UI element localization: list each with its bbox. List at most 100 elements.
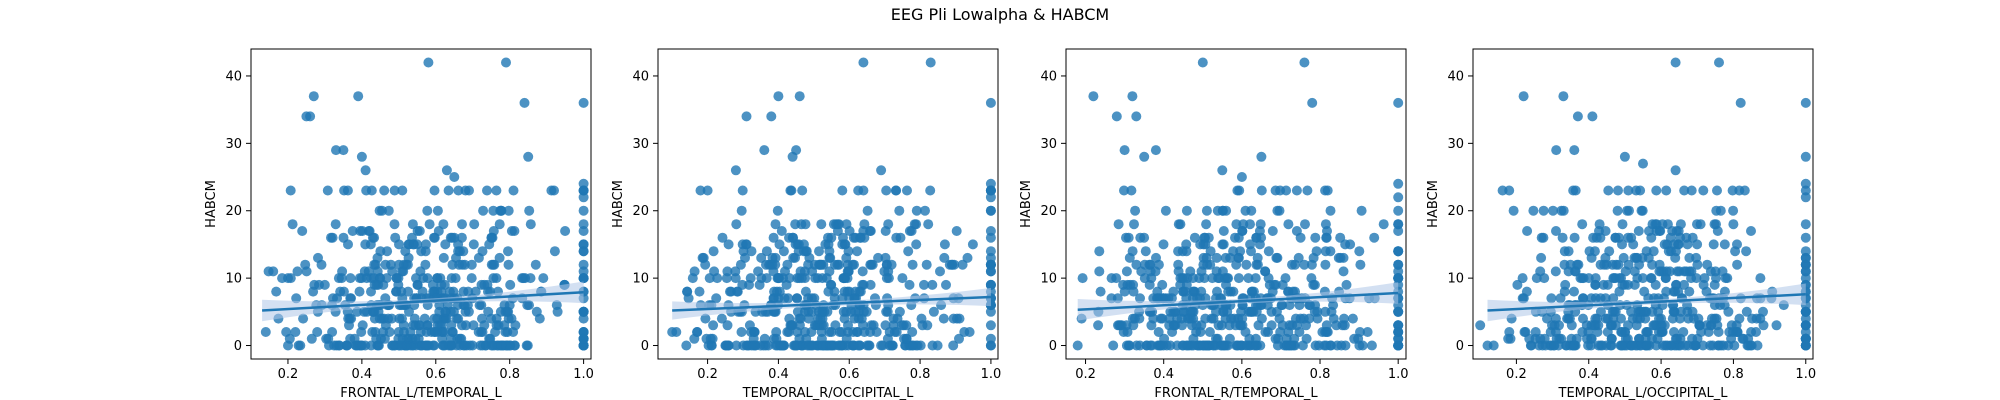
scatter-point [1684,286,1695,297]
scatter-point [1264,279,1275,290]
scatter-point [759,145,770,156]
scatter-point [365,239,376,250]
scatter-point [1642,340,1653,351]
scatter-point [876,165,887,176]
scatter-point [1189,232,1200,243]
scatter-point [985,252,996,263]
scatter-point [520,273,531,284]
scatter-point [465,340,475,351]
scatter-point [1286,340,1297,351]
scatter-point [1218,239,1229,250]
scatter-point [390,232,401,243]
scatter-point [429,313,440,324]
scatter-point [1678,327,1689,337]
scatter-point [360,165,371,176]
scatter-point [1335,232,1346,243]
scatter-point [1168,320,1179,331]
scatter-point [1267,226,1278,236]
scatter-point [1221,205,1232,216]
scatter-point [379,185,390,196]
scatter-point [386,313,397,324]
scatter-point [1246,205,1257,216]
scatter-point [578,192,589,203]
scatter-point [689,266,700,277]
scatter-point [440,327,450,337]
scatter-point [1741,246,1752,257]
scatter-point [1230,320,1241,331]
scatter-point [1675,219,1686,230]
scatter-point [1608,293,1619,304]
scatter-point [1518,293,1529,304]
scatter-point [1131,111,1142,122]
scatter-point [889,327,900,337]
scatter-point [1320,259,1331,270]
scatter-point [475,340,486,351]
scatter-point [1300,219,1310,230]
scatter-point [291,293,302,304]
scatter-point [283,340,293,351]
scatter-point [922,320,933,331]
plot-area [260,57,589,351]
scatter-point [985,266,996,277]
regression-line [1487,293,1806,312]
scatter-point [1698,340,1708,351]
scatter-point [770,219,781,230]
scatter-point [335,286,346,297]
scatter-point [441,165,452,176]
scatter-point [1299,259,1310,270]
scatter-point [459,300,470,311]
scatter-point [816,327,827,337]
scatter-point [837,185,848,196]
scatter-point [948,340,959,351]
scatter-point [297,226,308,236]
scatter-point [1661,286,1672,297]
scatter-point [859,327,870,337]
scatter-point [494,252,505,263]
scatter-point [396,340,407,351]
scatter-point [1146,340,1157,351]
scatter-point [787,320,798,331]
scatter-point [1570,266,1581,277]
scatter-point [911,239,922,250]
scatter-point [1331,320,1342,331]
scatter-point [578,333,589,344]
scatter-point [761,246,772,257]
scatter-point [1236,306,1247,317]
scatter-point [814,246,824,257]
axes-frame [657,48,999,360]
scatter-point [692,327,703,337]
scatter-point [1701,320,1712,331]
scatter-point [503,246,513,257]
scatter-point [1225,252,1236,263]
scatter-point [1612,205,1623,216]
scatter-point [1651,185,1662,196]
scatter-point [290,327,301,337]
y-tick-label: 40 [1040,69,1057,84]
scatter-point [838,232,848,243]
scatter-point [260,327,271,337]
scatter-point [894,306,905,317]
scatter-point [1752,340,1763,351]
scatter-point [1297,340,1308,351]
scatter-point [883,266,894,277]
scatter-point [1320,219,1331,230]
scatter-point [883,219,894,230]
scatter-point [774,286,785,297]
scatter-point [308,286,319,297]
scatter-point [1670,252,1681,263]
y-tick-label: 30 [225,137,242,152]
scatter-point [766,111,777,122]
scatter-point [1119,185,1129,196]
scatter-point [501,57,511,68]
scatter-point [1732,239,1742,250]
scatter-point [461,320,471,331]
scatter-point [741,111,752,122]
scatter-point [790,252,800,263]
scatter-point [1284,300,1295,311]
scatter-point [1144,279,1155,290]
axes-frame [1472,48,1814,360]
scatter-point [429,327,440,337]
y-tick-label: 20 [1447,204,1464,219]
axes-frame [1065,48,1407,360]
scatter-point [369,279,380,290]
